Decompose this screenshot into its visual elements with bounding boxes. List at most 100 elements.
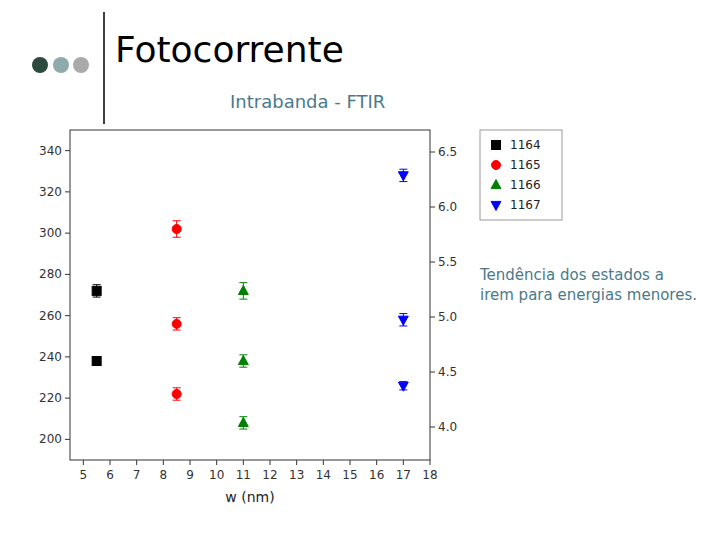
y2-tick <box>430 262 435 263</box>
legend-marker <box>491 180 501 189</box>
y-tick-label: 300 <box>39 226 62 240</box>
point <box>92 357 101 366</box>
point <box>238 417 248 426</box>
x-tick <box>216 460 217 465</box>
point <box>172 319 181 328</box>
x-tick-label: 15 <box>342 468 357 482</box>
x-tick <box>110 460 111 465</box>
x-tick-label: 5 <box>80 468 88 482</box>
y2-tick-label: 6.0 <box>438 200 457 214</box>
x-tick <box>190 460 191 465</box>
bullet-decoration <box>32 57 48 73</box>
x-tick-label: 9 <box>186 468 194 482</box>
x-tick <box>376 460 377 465</box>
error-bar <box>93 285 101 297</box>
x-tick-label: 12 <box>262 468 277 482</box>
y2-tick-label: 5.5 <box>438 255 457 269</box>
x-tick-label: 8 <box>160 468 168 482</box>
x-tick <box>430 460 431 465</box>
y2-tick <box>430 372 435 373</box>
x-tick <box>323 460 324 465</box>
x-tick-label: 18 <box>422 468 437 482</box>
point <box>172 225 181 234</box>
y-tick-label: 340 <box>39 144 62 158</box>
legend-label: 1167 <box>510 198 541 212</box>
y-tick-label: 320 <box>39 185 62 199</box>
point <box>172 390 181 399</box>
x-tick-label: 10 <box>209 468 224 482</box>
y-tick-label: 280 <box>39 267 62 281</box>
point <box>92 286 101 295</box>
separator <box>103 12 105 124</box>
y-tick <box>65 150 70 151</box>
chart: Fotocorrente Intrabanda - FTIR 5 6 7 8 9 10 11 12… <box>0 0 720 540</box>
y-tick <box>65 439 70 440</box>
point <box>398 172 408 181</box>
legend-marker <box>491 201 501 210</box>
y-tick <box>65 274 70 275</box>
legend-label: 1166 <box>510 178 541 192</box>
x-tick-label: 6 <box>106 468 114 482</box>
x-tick <box>136 460 137 465</box>
point <box>238 285 248 294</box>
x-tick <box>163 460 164 465</box>
y2-tick-label: 4.0 <box>438 420 457 434</box>
x-tick <box>350 460 351 465</box>
x-tick <box>296 460 297 465</box>
error-bar <box>399 169 407 181</box>
error-bar <box>173 318 181 330</box>
subtitle: Intrabanda - FTIR <box>230 91 385 112</box>
error-bar <box>173 388 181 400</box>
error-bar <box>399 314 407 326</box>
y-tick-label: 240 <box>39 350 62 364</box>
error-bar <box>239 355 247 367</box>
y2-tick <box>430 207 435 208</box>
point <box>238 356 248 365</box>
legend-label: 1165 <box>510 158 541 172</box>
x-tick-label: 7 <box>133 468 141 482</box>
y-tick <box>65 233 70 234</box>
legend-marker <box>492 161 501 170</box>
annotation-line: irem para energias menores. <box>480 286 697 304</box>
y-tick-label: 260 <box>39 309 62 323</box>
error-bar <box>239 417 247 429</box>
x-tick-label: 13 <box>289 468 304 482</box>
bullet-decoration <box>53 57 69 73</box>
x-tick-label: 17 <box>396 468 411 482</box>
plot-marks <box>92 169 408 429</box>
x-tick <box>403 460 404 465</box>
y-tick-label: 200 <box>39 432 62 446</box>
legend-box <box>480 130 562 220</box>
y-tick <box>65 315 70 316</box>
title: Fotocorrente <box>115 29 344 70</box>
legend: 1164 1165 1166 1167 <box>480 130 562 220</box>
y-tick <box>65 191 70 192</box>
x-tick <box>243 460 244 465</box>
x-tick-label: 16 <box>369 468 384 482</box>
y2-tick-label: 6.5 <box>438 145 457 159</box>
y2-tick-label: 5.0 <box>438 310 457 324</box>
plot-frame <box>70 130 430 460</box>
legend-marker <box>492 141 501 150</box>
y-tick-label: 220 <box>39 391 62 405</box>
y2-tick-label: 4.5 <box>438 365 457 379</box>
bullet-decoration <box>73 57 89 73</box>
error-bar <box>239 283 247 300</box>
x-tick-label: 14 <box>316 468 331 482</box>
y2-tick <box>430 427 435 428</box>
y-tick <box>65 356 70 357</box>
y2-tick <box>430 152 435 153</box>
y-tick <box>65 398 70 399</box>
error-bar <box>93 357 101 365</box>
annotation: Tendência dos estados a irem para energia… <box>479 266 697 304</box>
x-axis-label: w (nm) <box>225 489 274 505</box>
point <box>398 316 408 325</box>
annotation-line: Tendência dos estados a <box>479 266 664 284</box>
point <box>398 382 408 391</box>
x-tick-label: 11 <box>236 468 251 482</box>
x-tick <box>270 460 271 465</box>
legend-label: 1164 <box>510 138 541 152</box>
error-bar <box>173 221 181 238</box>
y2-tick <box>430 317 435 318</box>
x-tick <box>83 460 84 465</box>
